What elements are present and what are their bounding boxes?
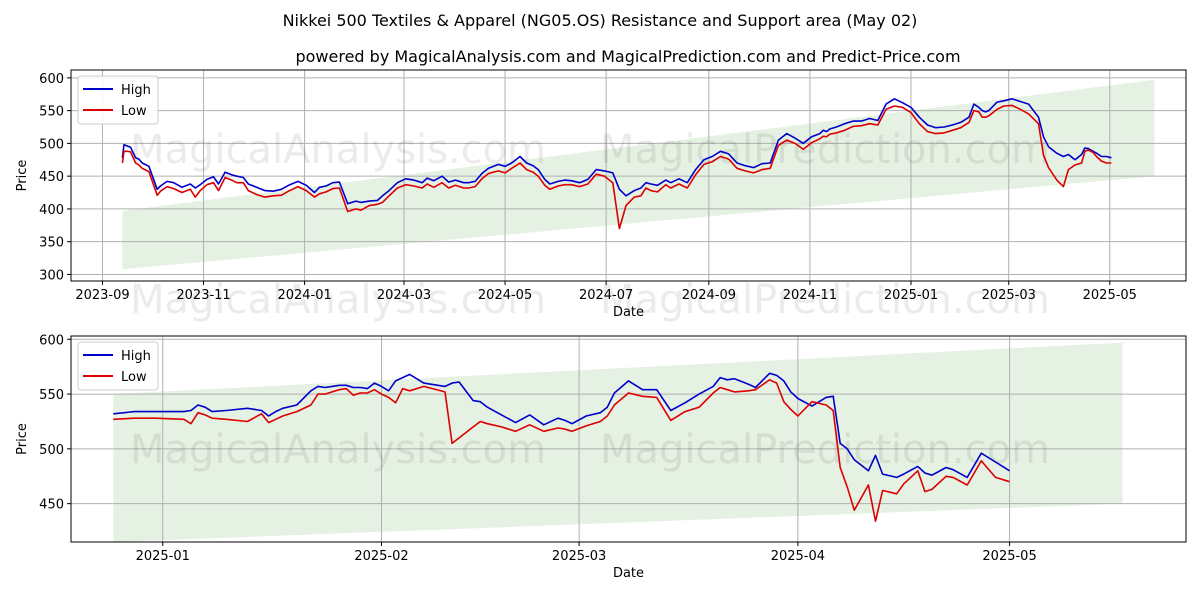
x-tick-label: 2025-01 bbox=[884, 288, 938, 303]
x-tick-label: 2023-09 bbox=[75, 288, 129, 303]
x-tick-label: 2025-04 bbox=[771, 549, 825, 564]
top-chart-panel: 2023-09 2023-11 2024-01 2024-03 2024-05 2024-… bbox=[15, 69, 1187, 323]
series-line-low bbox=[113, 378, 1010, 523]
watermark-text: MagicalAnalysis.com bbox=[130, 427, 546, 473]
watermark-text: MagicalAnalysis.com bbox=[130, 277, 546, 323]
x-tick-label: 2025-03 bbox=[552, 549, 606, 564]
x-tick-label: 2023-11 bbox=[176, 288, 230, 303]
watermark-text: MagicalPrediction.com bbox=[600, 127, 1050, 173]
x-tick-label: 2024-07 bbox=[579, 288, 633, 303]
y-axis-label: Price bbox=[15, 160, 30, 192]
y-tick-label: 450 bbox=[39, 170, 64, 185]
chart-title: Nikkei 500 Textiles & Apparel (NG05.OS) … bbox=[283, 11, 918, 30]
legend: High Low bbox=[77, 341, 159, 391]
watermark-text: MagicalAnalysis.com bbox=[130, 127, 546, 173]
legend-label-high: High bbox=[121, 83, 151, 98]
bottom-chart-panel: 2025-01 2025-02 2025-03 2025-04 2025-05 450 50… bbox=[15, 333, 1187, 581]
x-tick-label: 2024-01 bbox=[277, 288, 331, 303]
x-tick-label: 2024-03 bbox=[377, 288, 431, 303]
watermark-text: MagicalPrediction.com bbox=[600, 277, 1050, 323]
x-tick-label: 2025-05 bbox=[1083, 288, 1137, 303]
plot-frame bbox=[70, 335, 1187, 543]
y-tick-label: 600 bbox=[39, 72, 64, 87]
x-tick-label: 2024-11 bbox=[783, 288, 837, 303]
series-line-low bbox=[121, 104, 1112, 230]
chart-subtitle: powered by MagicalAnalysis.com and Magic… bbox=[295, 47, 960, 66]
x-axis-label: Date bbox=[613, 566, 644, 581]
series-line-high bbox=[113, 372, 1011, 479]
legend-label-low: Low bbox=[121, 370, 147, 385]
x-tick-label: 2024-05 bbox=[478, 288, 532, 303]
support-resistance-band bbox=[122, 79, 1155, 270]
y-tick-label: 600 bbox=[39, 333, 64, 348]
plot-frame bbox=[70, 69, 1187, 282]
x-tick-label: 2025-05 bbox=[982, 549, 1036, 564]
x-tick-label: 2025-03 bbox=[982, 288, 1036, 303]
y-tick-label: 450 bbox=[39, 498, 64, 513]
x-tick-label: 2024-09 bbox=[682, 288, 736, 303]
series-line-high bbox=[121, 98, 1112, 205]
y-tick-label: 550 bbox=[39, 105, 64, 120]
legend-label-high: High bbox=[121, 349, 151, 364]
y-tick-label: 350 bbox=[39, 236, 64, 251]
x-tick-label: 2025-01 bbox=[136, 549, 190, 564]
y-tick-label: 500 bbox=[39, 443, 64, 458]
legend-label-low: Low bbox=[121, 104, 147, 119]
y-tick-label: 400 bbox=[39, 203, 64, 218]
x-tick-label: 2025-02 bbox=[354, 549, 408, 564]
legend: High Low bbox=[77, 75, 159, 125]
y-tick-label: 500 bbox=[39, 137, 64, 152]
x-axis-label: Date bbox=[613, 305, 644, 320]
y-tick-label: 300 bbox=[39, 268, 64, 283]
y-tick-label: 550 bbox=[39, 388, 64, 403]
watermark-text: MagicalPrediction.com bbox=[600, 427, 1050, 473]
y-axis-label: Price bbox=[15, 423, 30, 455]
